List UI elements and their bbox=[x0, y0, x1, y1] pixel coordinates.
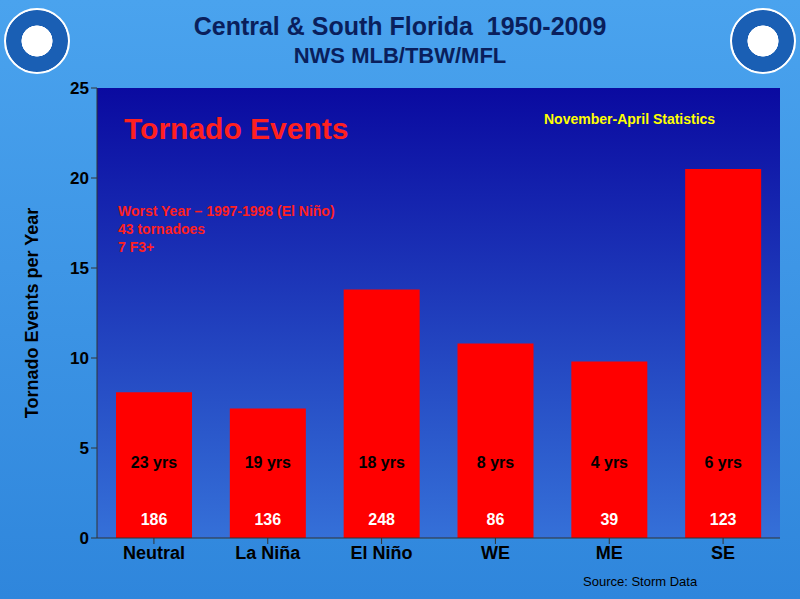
svg-text:6 yrs: 6 yrs bbox=[704, 454, 741, 471]
html-text:November-April Statistics: November-April Statistics bbox=[544, 111, 716, 127]
svg-text:123: 123 bbox=[710, 511, 737, 528]
html-text:43 tornadoes: 43 tornadoes bbox=[118, 221, 206, 237]
svg-text:El Niño: El Niño bbox=[351, 543, 413, 563]
svg-text:5: 5 bbox=[80, 439, 89, 458]
html-text:Worst Year – 1997-1998 (El Niñ: Worst Year – 1997-1998 (El Niño) bbox=[118, 203, 335, 219]
html-text:Tornado Events: Tornado Events bbox=[124, 112, 349, 145]
html-text:Source: Storm Data: Source: Storm Data bbox=[583, 574, 698, 589]
svg-text:23 yrs: 23 yrs bbox=[131, 454, 177, 471]
svg-text:86: 86 bbox=[487, 511, 505, 528]
svg-text:18 yrs: 18 yrs bbox=[359, 454, 405, 471]
svg-text:186: 186 bbox=[141, 511, 168, 528]
svg-text:20: 20 bbox=[70, 169, 89, 188]
svg-text:SE: SE bbox=[711, 543, 735, 563]
svg-text:19 yrs: 19 yrs bbox=[245, 454, 291, 471]
svg-text:15: 15 bbox=[70, 259, 89, 278]
svg-text:8 yrs: 8 yrs bbox=[477, 454, 514, 471]
svg-text:248: 248 bbox=[368, 511, 395, 528]
svg-text:4 yrs: 4 yrs bbox=[591, 454, 628, 471]
html-text:Tornado Events per Year: Tornado Events per Year bbox=[21, 207, 42, 419]
svg-text:25: 25 bbox=[70, 79, 89, 98]
html-text:7 F3+: 7 F3+ bbox=[118, 239, 155, 255]
svg-text:0: 0 bbox=[80, 529, 89, 548]
svg-text:WE: WE bbox=[481, 543, 510, 563]
svg-text:136: 136 bbox=[254, 511, 281, 528]
html-text:NWS MLB/TBW/MFL: NWS MLB/TBW/MFL bbox=[293, 43, 507, 68]
svg-text:39: 39 bbox=[600, 511, 618, 528]
svg-text:La Niña: La Niña bbox=[235, 543, 301, 563]
html-text:Central & South Florida 1950-2: Central & South Florida 1950-2009 bbox=[193, 12, 607, 40]
svg-text:Neutral: Neutral bbox=[123, 543, 185, 563]
svg-text:10: 10 bbox=[70, 349, 89, 368]
svg-text:ME: ME bbox=[596, 543, 623, 563]
